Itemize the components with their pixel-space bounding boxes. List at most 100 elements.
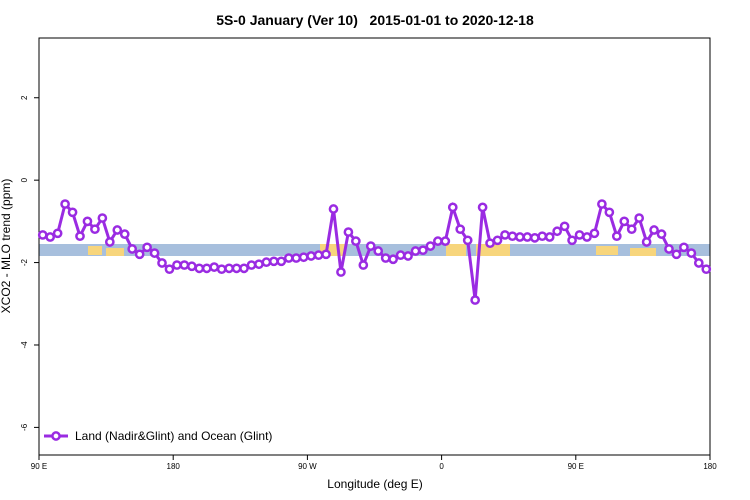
point [634,213,645,223]
point [679,242,689,253]
point [365,241,376,251]
point [298,252,309,263]
point [619,216,630,227]
point [380,253,391,263]
y-tick-label: 0 [20,177,29,182]
point [656,229,667,239]
x-tick-label: 90 E [31,462,47,471]
point [597,199,607,209]
point [209,262,220,272]
x-tick-label: 90 W [298,462,317,471]
point [492,235,503,246]
point [388,254,398,265]
chart-title: 5S-0 January (Ver 10) 2015-01-01 to 2020… [216,12,534,28]
y-axis-label: XCO2 - MLO trend (ppm) [0,179,13,314]
point [507,231,518,242]
point [343,227,354,237]
point [418,245,428,256]
point [701,264,712,275]
point [373,246,384,256]
point [119,229,130,239]
point [261,257,272,268]
point [246,260,257,270]
point [269,256,279,267]
point [626,224,637,235]
point [157,258,167,268]
point [127,244,138,254]
point [276,256,287,267]
x-tick-label: 90 E [568,462,584,471]
point [321,249,331,260]
legend-label: Land (Nadir&Glint) and Ocean (Glint) [75,429,272,443]
point [194,263,205,274]
point [351,236,361,246]
x-tick-label: 180 [703,462,717,471]
point [664,244,674,254]
point [239,263,249,274]
point [45,232,56,242]
point [604,207,615,218]
point [433,236,443,246]
point [358,260,369,270]
point [291,253,302,263]
point [164,264,175,275]
x-tick-label: 0 [439,462,444,471]
point [522,232,533,242]
point [186,261,197,272]
legend-marker [51,431,61,441]
point [477,202,488,213]
point [82,216,93,227]
point [104,237,115,247]
point [254,259,264,270]
point [67,207,78,218]
point [470,295,480,305]
point [97,213,108,223]
point [328,204,339,214]
x-axis-label: Longitude (deg E) [327,477,422,491]
point [693,258,704,268]
point [172,260,182,270]
point [544,232,555,242]
point [90,224,100,235]
point [313,250,324,261]
point [224,263,234,274]
point [649,225,659,235]
point [283,253,294,263]
point [559,221,570,232]
point [440,236,451,246]
y-tick-label: -4 [20,341,29,349]
point [142,242,152,253]
point [75,231,85,242]
point [485,238,495,249]
point [686,248,697,258]
y-tick-label: -2 [20,258,29,266]
point [567,235,577,246]
point [455,224,466,235]
point [611,231,622,242]
point [134,249,145,260]
point [179,260,190,270]
point [447,202,458,213]
point [231,263,242,274]
point [589,228,600,239]
point [582,232,592,242]
point [112,225,123,235]
point [462,235,473,246]
plot-frame [38,37,711,456]
point [52,228,63,239]
point [671,249,682,260]
point [395,250,406,261]
point [641,237,652,247]
point [60,199,70,209]
point [201,263,212,274]
x-tick-label: 180 [167,462,181,471]
point [552,226,563,237]
point [306,251,316,261]
point [149,248,160,258]
point [574,230,585,240]
y-tick-label: 2 [20,95,29,100]
point [425,241,436,251]
y-tick-label: -6 [20,423,29,431]
point [537,231,548,242]
